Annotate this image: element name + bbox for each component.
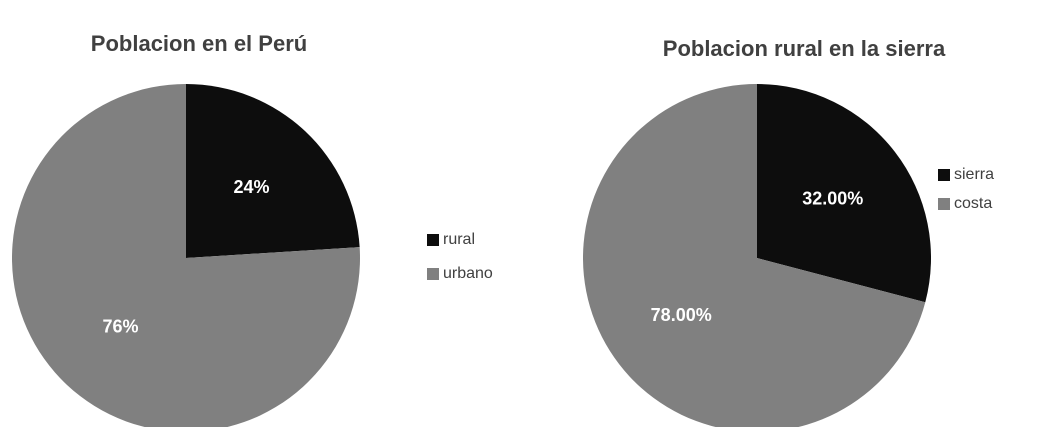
legend-label: sierra: [954, 166, 994, 183]
legend-label: urbano: [443, 265, 493, 282]
pie-slice: [583, 84, 926, 427]
data-label: 78.00%: [651, 305, 712, 325]
legend-swatch: [427, 234, 439, 246]
legend-swatch: [427, 268, 439, 280]
data-label: 24%: [233, 177, 269, 197]
chart-title: Poblacion en el Perú: [91, 31, 307, 56]
legend-swatch: [938, 169, 950, 181]
legend-label: costa: [954, 195, 992, 212]
data-label: 76%: [102, 317, 138, 337]
data-label: 32.00%: [802, 188, 863, 208]
pie-slice: [186, 84, 360, 258]
legend-label: rural: [443, 231, 475, 248]
pie-slice: [757, 84, 932, 303]
chart-title: Poblacion rural en la sierra: [663, 36, 946, 61]
legend-swatch: [938, 198, 950, 210]
pie-slice: [12, 84, 361, 427]
